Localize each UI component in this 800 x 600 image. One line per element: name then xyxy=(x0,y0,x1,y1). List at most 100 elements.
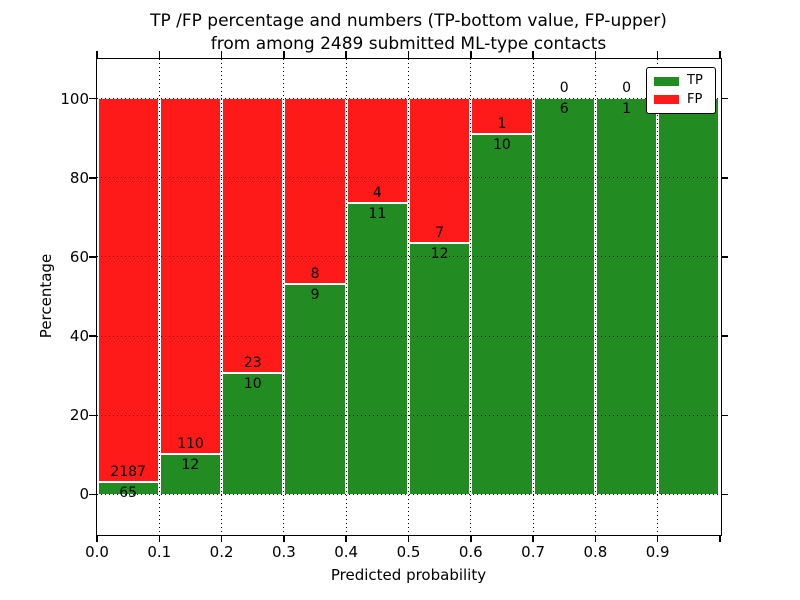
horizontal-gridline xyxy=(97,414,720,416)
x-tick-mark-top xyxy=(220,51,223,58)
y-tick-mark-left xyxy=(89,97,96,100)
fp-count-label: 7 xyxy=(435,225,445,242)
horizontal-gridline xyxy=(97,256,720,258)
y-tick-mark-right xyxy=(721,335,728,337)
bar-segment-fp xyxy=(160,98,221,456)
chart-title-line2: from among 2489 submitted ML-type contac… xyxy=(210,34,607,54)
y-tick-label: 0 xyxy=(79,485,89,504)
tp-count-label: 9 xyxy=(310,286,320,303)
fp-count-label: 110 xyxy=(177,436,204,453)
plot-area: 218765110122310894117121100601013 xyxy=(95,57,722,536)
bar-segment-tp xyxy=(596,98,657,495)
vertical-gridline xyxy=(532,59,534,534)
y-tick-label: 60 xyxy=(69,247,89,266)
x-tick-mark-bottom xyxy=(220,535,223,542)
bar-segment-tp xyxy=(223,374,283,495)
bar-segment-fp xyxy=(285,98,345,285)
vertical-gridline xyxy=(158,59,160,534)
x-tick-label: 0.9 xyxy=(645,543,670,561)
x-tick-mark-bottom xyxy=(594,535,597,542)
y-tick-mark-left xyxy=(89,256,96,258)
y-tick-mark-left xyxy=(89,493,96,496)
y-tick-label: 80 xyxy=(69,168,89,187)
tp-swatch xyxy=(654,76,679,86)
fp-count-label: 0 xyxy=(559,79,569,96)
tp-count-label: 11 xyxy=(368,206,387,223)
fp-count-label: 2187 xyxy=(110,463,146,480)
x-tick-mark-top xyxy=(470,51,472,58)
y-tick-label: 20 xyxy=(69,406,89,425)
y-tick-mark-right xyxy=(721,177,728,179)
vertical-gridline xyxy=(345,59,347,534)
y-tick-label: 40 xyxy=(69,327,89,346)
x-tick-label: 0.2 xyxy=(209,543,234,561)
vertical-gridline xyxy=(408,59,409,534)
x-tick-mark-top xyxy=(719,51,721,58)
fp-count-label: 23 xyxy=(243,355,262,372)
vertical-gridline xyxy=(283,59,285,534)
x-tick-mark-top xyxy=(158,51,161,58)
bar-segment-tp xyxy=(160,455,221,495)
y-tick-mark-left xyxy=(89,335,96,337)
horizontal-gridline xyxy=(97,98,720,100)
bar-segment-tp xyxy=(285,284,345,495)
y-tick-mark-right xyxy=(721,493,728,496)
x-tick-label: 0.4 xyxy=(334,543,359,561)
x-tick-label: 0.1 xyxy=(147,543,172,561)
y-tick-mark-left xyxy=(89,177,96,179)
tp-count-label: 1 xyxy=(622,100,632,117)
fp-swatch xyxy=(654,95,679,105)
x-tick-mark-bottom xyxy=(158,535,161,542)
y-axis-title: Percentage xyxy=(37,253,55,339)
legend-label-fp: FP xyxy=(687,91,703,107)
x-tick-mark-bottom xyxy=(719,535,721,542)
x-tick-label: 0.5 xyxy=(396,543,421,561)
horizontal-gridline xyxy=(97,493,720,495)
x-tick-mark-bottom xyxy=(345,535,347,542)
bar-segment-fp xyxy=(347,98,407,205)
x-tick-label: 0.8 xyxy=(583,543,608,561)
x-tick-mark-top xyxy=(407,51,410,58)
horizontal-gridline xyxy=(97,335,720,337)
x-tick-label: 0.6 xyxy=(458,543,483,561)
y-tick-mark-right xyxy=(721,256,728,258)
x-tick-mark-top xyxy=(345,51,347,58)
bar-segment-tp xyxy=(659,98,719,495)
tp-count-label: 10 xyxy=(493,136,511,153)
x-tick-label: 0.7 xyxy=(521,543,546,561)
y-tick-label: 100 xyxy=(60,89,89,108)
fp-count-label: 0 xyxy=(622,79,632,96)
x-tick-mark-bottom xyxy=(656,535,659,542)
bar-segment-fp xyxy=(472,98,532,135)
bar-segment-tp xyxy=(98,482,158,495)
x-tick-mark-top xyxy=(96,51,98,58)
tp-count-label: 12 xyxy=(181,457,200,474)
tp-count-label: 10 xyxy=(243,376,262,393)
vertical-gridline xyxy=(470,59,472,534)
bar-segment-tp xyxy=(410,244,470,495)
fp-count-label: 8 xyxy=(310,265,320,282)
tp-count-label: 6 xyxy=(559,100,569,117)
fp-count-label: 4 xyxy=(372,185,382,202)
bar-segment-fp xyxy=(98,98,158,483)
x-tick-mark-top xyxy=(656,51,659,58)
x-tick-mark-bottom xyxy=(407,535,410,542)
bar-segment-tp xyxy=(472,134,532,495)
horizontal-gridline xyxy=(97,177,720,179)
x-tick-mark-bottom xyxy=(283,535,285,542)
bar-segment-fp xyxy=(410,98,470,245)
legend-label-tp: TP xyxy=(687,73,703,89)
tp-count-label: 12 xyxy=(430,246,449,263)
vertical-gridline xyxy=(594,59,596,534)
bar-segment-fp xyxy=(223,98,283,375)
x-axis-title: Predicted probability xyxy=(330,566,487,584)
chart-title-line1: TP /FP percentage and numbers (TP-bottom… xyxy=(150,11,667,31)
legend-entry-fp: FP xyxy=(654,91,708,107)
y-tick-mark-right xyxy=(721,414,728,416)
vertical-gridline xyxy=(221,59,223,534)
legend-entry-tp: TP xyxy=(654,74,708,88)
tp-count-label: 65 xyxy=(119,484,138,501)
x-tick-mark-top xyxy=(283,51,285,58)
x-tick-mark-top xyxy=(594,51,597,58)
